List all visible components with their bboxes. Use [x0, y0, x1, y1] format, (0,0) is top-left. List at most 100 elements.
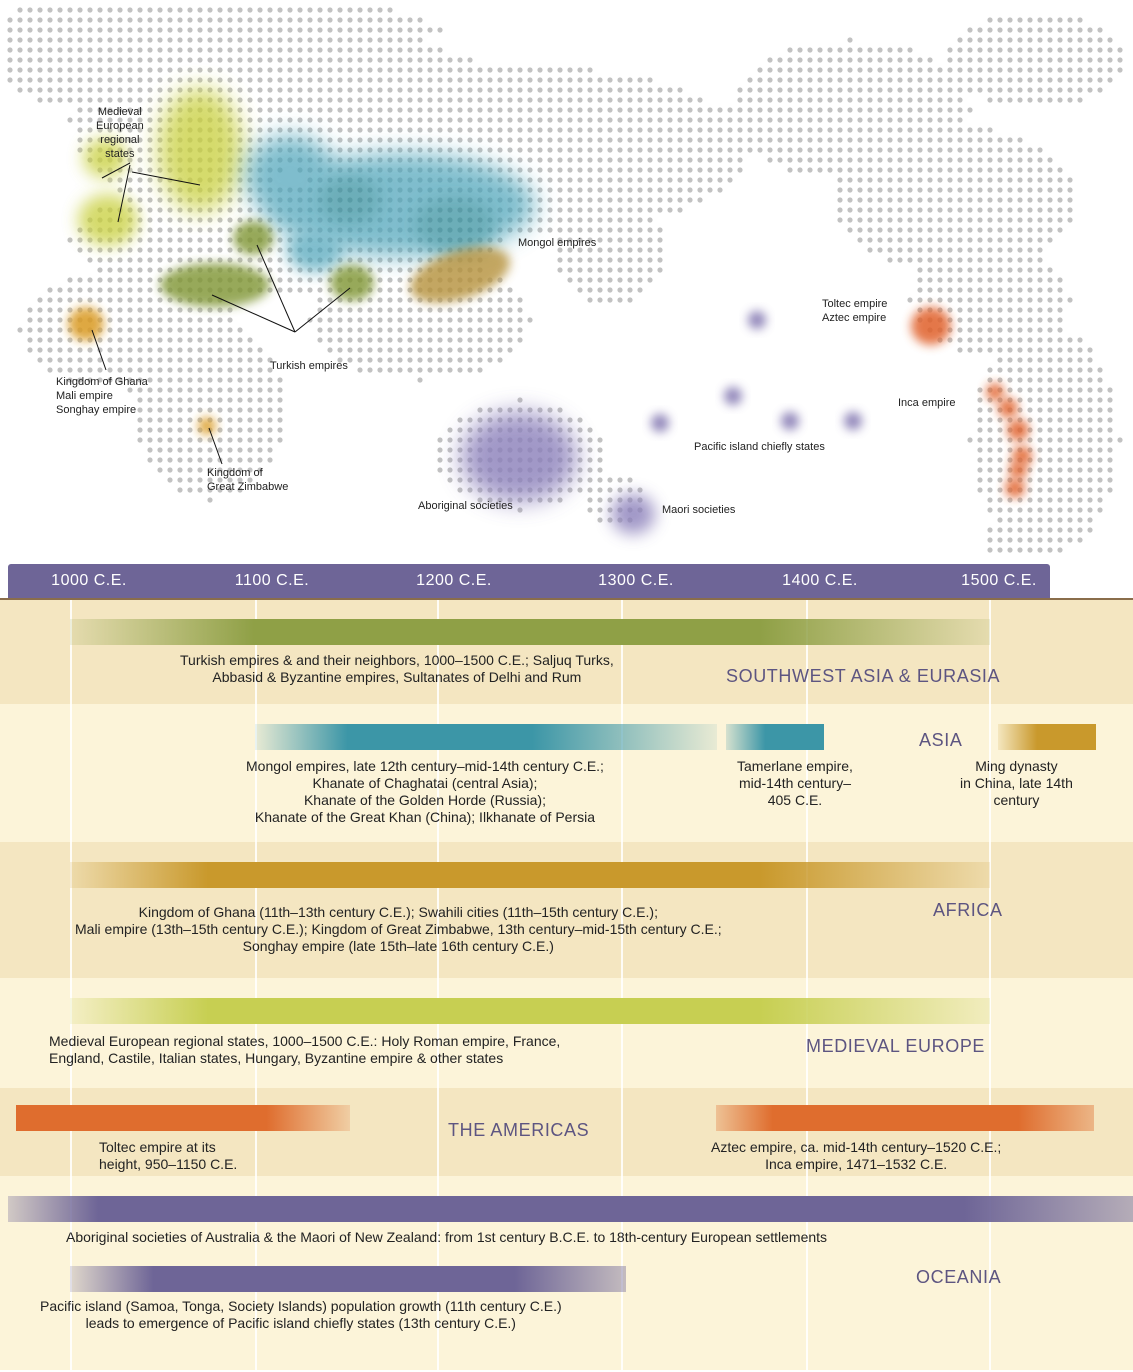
land-dot: [1087, 27, 1093, 33]
land-dot: [547, 147, 553, 153]
land-dot: [207, 487, 213, 493]
land-dot: [347, 127, 353, 133]
land-dot: [127, 327, 133, 333]
land-dot: [987, 367, 993, 373]
land-dot: [267, 27, 273, 33]
land-dot: [77, 347, 83, 353]
land-dot: [1017, 197, 1023, 203]
land-dot: [177, 447, 183, 453]
land-dot: [137, 347, 143, 353]
land-dot: [237, 197, 243, 203]
land-dot: [1017, 377, 1023, 383]
land-dot: [1107, 477, 1113, 483]
land-dot: [227, 227, 233, 233]
land-dot: [987, 227, 993, 233]
land-dot: [147, 107, 153, 113]
land-dot: [497, 107, 503, 113]
land-dot: [117, 277, 123, 283]
land-dot: [247, 97, 253, 103]
land-dot: [207, 7, 213, 13]
land-dot: [947, 207, 953, 213]
land-dot: [137, 437, 143, 443]
land-dot: [577, 237, 583, 243]
land-dot: [1037, 207, 1043, 213]
land-dot: [807, 67, 813, 73]
land-dot: [757, 137, 763, 143]
land-dot: [977, 37, 983, 43]
land-dot: [817, 157, 823, 163]
land-dot: [977, 297, 983, 303]
land-dot: [897, 257, 903, 263]
land-dot: [427, 137, 433, 143]
land-dot: [427, 107, 433, 113]
land-dot: [677, 107, 683, 113]
land-dot: [97, 337, 103, 343]
land-dot: [297, 17, 303, 23]
land-dot: [327, 337, 333, 343]
land-dot: [867, 187, 873, 193]
desc-toltec: Toltec empire at its height, 950–1150 C.…: [99, 1139, 238, 1172]
land-dot: [317, 87, 323, 93]
land-dot: [1047, 407, 1053, 413]
land-dot: [737, 147, 743, 153]
land-dot: [797, 147, 803, 153]
land-dot: [997, 537, 1003, 543]
land-dot: [127, 27, 133, 33]
land-dot: [277, 277, 283, 283]
land-dot: [417, 367, 423, 373]
land-dot: [857, 77, 863, 83]
land-dot: [1037, 427, 1043, 433]
land-dot: [777, 137, 783, 143]
land-dot: [347, 57, 353, 63]
land-dot: [937, 147, 943, 153]
land-dot: [467, 97, 473, 103]
land-dot: [257, 107, 263, 113]
land-dot: [327, 87, 333, 93]
land-dot: [87, 7, 93, 13]
land-dot: [477, 307, 483, 313]
land-dot: [987, 67, 993, 73]
land-dot: [247, 467, 253, 473]
land-dot: [237, 57, 243, 63]
land-dot: [287, 47, 293, 53]
land-dot: [47, 87, 53, 93]
band-europe: [70, 998, 990, 1024]
land-dot: [997, 17, 1003, 23]
land-dot: [1027, 487, 1033, 493]
land-dot: [197, 327, 203, 333]
land-dot: [157, 447, 163, 453]
land-dot: [1077, 387, 1083, 393]
land-dot: [537, 207, 543, 213]
land-dot: [257, 357, 263, 363]
land-dot: [877, 57, 883, 63]
land-dot: [557, 257, 563, 263]
land-dot: [397, 17, 403, 23]
land-dot: [177, 347, 183, 353]
land-dot: [127, 367, 133, 373]
land-dot: [787, 87, 793, 93]
land-dot: [1047, 457, 1053, 463]
land-dot: [977, 27, 983, 33]
land-dot: [957, 227, 963, 233]
land-dot: [667, 187, 673, 193]
land-dot: [57, 77, 63, 83]
land-dot: [47, 27, 53, 33]
tick-1300: 1300 C.E.: [598, 572, 674, 589]
land-dot: [277, 117, 283, 123]
land-dot: [7, 77, 13, 83]
land-dot: [67, 347, 73, 353]
land-dot: [417, 117, 423, 123]
land-dot: [677, 167, 683, 173]
land-dot: [927, 107, 933, 113]
land-dot: [917, 97, 923, 103]
land-dot: [197, 227, 203, 233]
land-dot: [947, 287, 953, 293]
land-dot: [187, 467, 193, 473]
land-dot: [137, 77, 143, 83]
land-dot: [557, 207, 563, 213]
land-dot: [637, 107, 643, 113]
land-dot: [1067, 517, 1073, 523]
land-dot: [997, 547, 1003, 553]
land-dot: [287, 267, 293, 273]
land-dot: [277, 437, 283, 443]
